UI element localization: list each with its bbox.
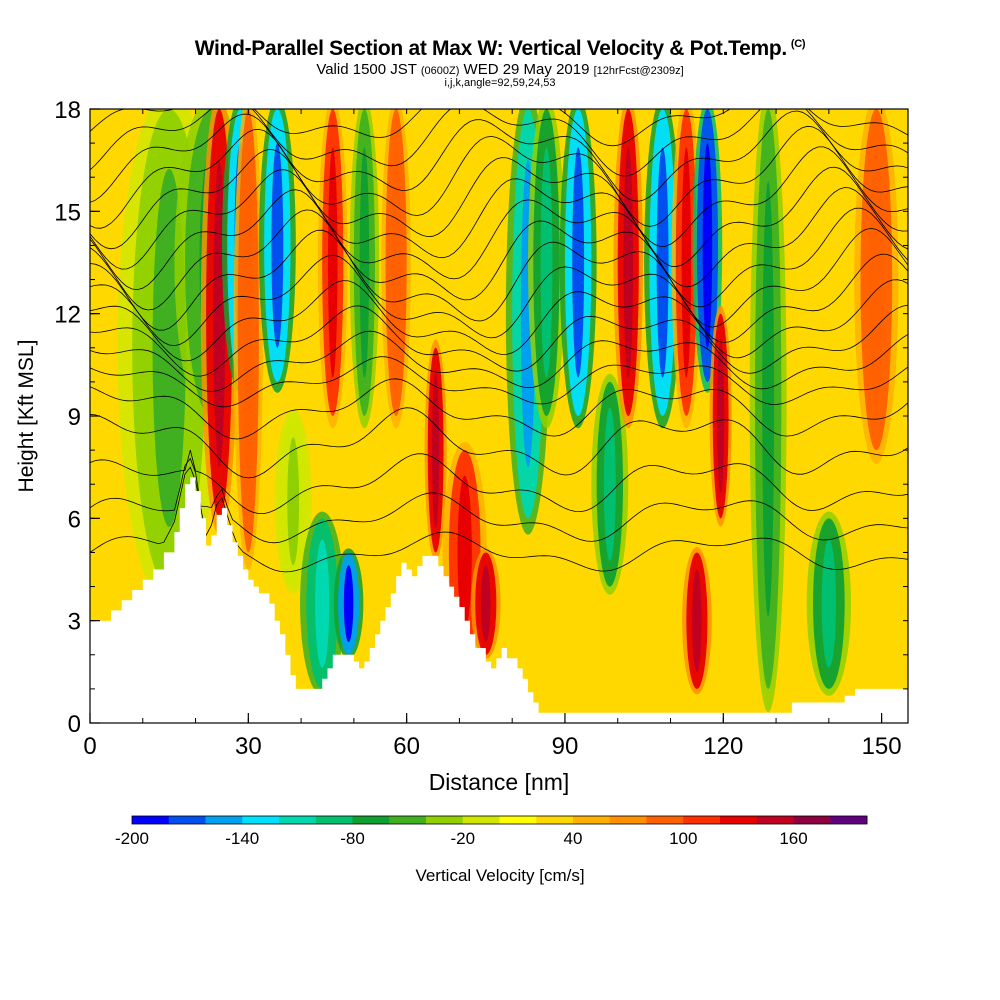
velocity-band-core [315, 539, 330, 668]
velocity-band-core [432, 373, 440, 527]
colorbar-frame [131, 815, 868, 825]
velocity-band-core [391, 147, 401, 378]
y-axis: 0 3 6 9 12 15 18 [54, 97, 908, 738]
colorbar-swatch [683, 816, 721, 824]
colorbar-label: Vertical Velocity [cm/s] [415, 866, 584, 885]
x-tick-label: 120 [703, 733, 743, 760]
velocity-band-core [656, 147, 669, 378]
colorbar-swatch [168, 816, 206, 824]
colorbar-swatch [352, 816, 390, 824]
theta-contour [90, 330, 908, 392]
colorbar-swatch [426, 816, 464, 824]
colorbar-swatch [573, 816, 611, 824]
x-tick-label: 150 [862, 733, 902, 760]
potential-temperature-contours [90, 109, 908, 573]
theta-contour [90, 109, 908, 177]
copyright-mark: (C) [790, 38, 806, 50]
velocity-band-core [869, 151, 884, 408]
colorbar-swatch [646, 816, 684, 824]
y-axis-label: Height [Kft MSL] [15, 340, 38, 493]
theta-contour [90, 166, 908, 270]
theta-contour [90, 407, 908, 479]
colorbar-tick-label: 40 [564, 829, 583, 848]
colorbar-swatch [132, 816, 170, 824]
theta-contour [90, 207, 908, 311]
colorbar-swatch [830, 816, 868, 824]
x-tick-label: 30 [235, 733, 262, 760]
theta-contour [90, 304, 908, 377]
y-tick-label: 12 [54, 302, 81, 329]
velocity-band-core [603, 407, 616, 561]
y-tick-label: 9 [68, 404, 81, 431]
theta-contour [90, 378, 908, 440]
velocity-band-core [623, 147, 634, 378]
theta-contour [90, 227, 908, 331]
chart-subtitle: Valid 1500 JST (0600Z) WED 29 May 2019 [… [0, 61, 1000, 78]
colorbar-swatch [242, 816, 280, 824]
chart-indices: i,j,k,angle=92,59,24,53 [444, 77, 556, 89]
theta-contour [90, 356, 908, 408]
colorbar-swatch [279, 816, 317, 824]
velocity-band-core [717, 339, 725, 493]
velocity-band-core [287, 437, 300, 566]
colorbar-swatch [720, 816, 758, 824]
y-tick-label: 18 [54, 97, 81, 124]
colorbar-swatch [536, 816, 574, 824]
velocity-band-core [821, 539, 836, 668]
colorbar-tick-label: -80 [340, 829, 365, 848]
theta-contour [90, 187, 908, 291]
x-axis-label: Distance [nm] [429, 769, 570, 795]
theta-contour [90, 457, 908, 544]
plot-area [90, 109, 908, 723]
colorbar-swatch [205, 816, 243, 824]
theta-contour [90, 110, 908, 203]
velocity-band-core [702, 143, 713, 348]
colorbar-swatch [756, 816, 794, 824]
velocity-band-core [328, 147, 338, 378]
y-tick-label: 0 [68, 711, 81, 738]
theta-contour [90, 449, 908, 514]
velocity-band-core [343, 565, 354, 642]
velocity-band-core [540, 147, 553, 378]
colorbar-swatch [609, 816, 647, 824]
colorbar-tick-label: -20 [450, 829, 475, 848]
y-tick-label: 6 [68, 506, 81, 533]
colorbar-tick-label: 100 [669, 829, 697, 848]
y-tick-label: 3 [68, 609, 81, 636]
x-tick-label: 0 [83, 733, 96, 760]
subtitle-forecast: [12hrFcst@2309z] [593, 65, 684, 77]
velocity-band-core [481, 565, 491, 642]
theta-contour [90, 279, 908, 362]
x-axis: 0 30 60 90 120 150 [83, 109, 902, 760]
theta-contour [90, 146, 908, 250]
velocity-band-core [692, 569, 702, 672]
x-tick-label: 60 [393, 733, 420, 760]
subtitle-zulu: (0600Z) [420, 65, 460, 77]
theta-contour [90, 253, 908, 347]
colorbar-swatch [793, 816, 831, 824]
velocity-band-core [457, 475, 472, 630]
colorbar-swatch [462, 816, 500, 824]
colorbar-tick-label: -140 [225, 829, 259, 848]
y-tick-label: 15 [54, 199, 81, 226]
colorbar-swatch [389, 816, 427, 824]
colorbar-swatch [315, 816, 353, 824]
theta-contour [90, 125, 908, 229]
velocity-band-core [243, 164, 254, 498]
velocity-band-core [271, 143, 284, 348]
terrain-mask [90, 477, 908, 723]
colorbar-tick-label: -200 [115, 829, 149, 848]
velocity-band-core [572, 147, 585, 378]
chart-title: Wind-Parallel Section at Max W: Vertical… [194, 37, 806, 60]
colorbar: -200 -140 -80 -20 40 100 160 [115, 815, 868, 848]
x-tick-label: 90 [552, 733, 579, 760]
colorbar-swatch [499, 816, 537, 824]
subtitle-date: WED 29 May 2019 [463, 61, 590, 78]
subtitle-valid: Valid 1500 JST [316, 61, 417, 78]
colorbar-tick-label: 160 [779, 829, 807, 848]
